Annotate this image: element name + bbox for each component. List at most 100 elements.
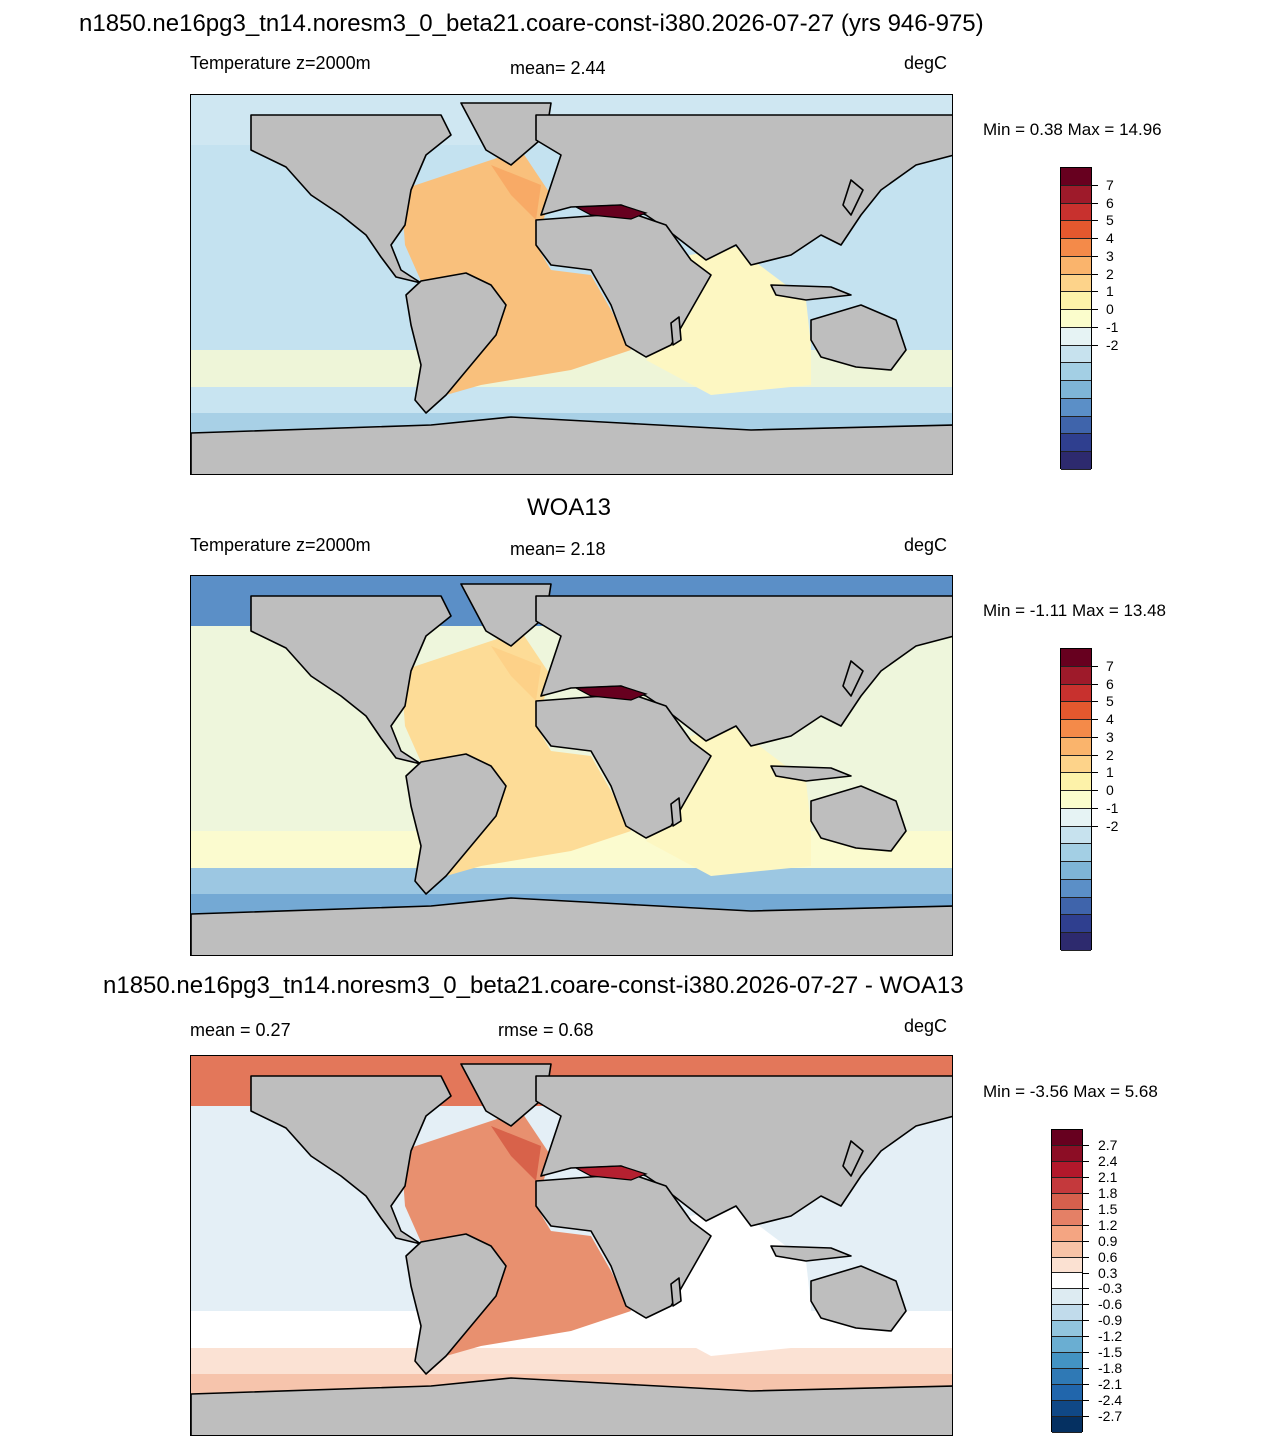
- colorbar-swatch: [1052, 1337, 1082, 1354]
- colorbar-tick: [1092, 238, 1098, 240]
- colorbar-tick: [1092, 719, 1098, 721]
- colorbar-label: -0.6: [1098, 1296, 1123, 1313]
- colorbar-tick: [1083, 1272, 1089, 1274]
- colorbar-swatch: [1052, 1369, 1082, 1385]
- colorbar-swatch: [1061, 239, 1091, 257]
- colorbar-tick: [1092, 754, 1098, 756]
- colorbar-label: -2.4: [1098, 1392, 1123, 1409]
- colorbar-swatch: [1061, 666, 1091, 685]
- panel3-mean-label: mean = 0.27: [190, 1020, 291, 1040]
- colorbar-tick: [1083, 1208, 1089, 1210]
- land-mass: [770, 1245, 852, 1262]
- colorbar-tick: [1083, 1304, 1089, 1306]
- colorbar-tick: [1092, 309, 1098, 311]
- land-mass: [810, 304, 907, 371]
- land-mass: [405, 753, 507, 895]
- colorbar-tick: [1083, 1352, 1089, 1354]
- colorbar-swatch: [1052, 1225, 1082, 1242]
- colorbar-swatch: [1061, 185, 1091, 204]
- panel1-map-svg: [191, 95, 952, 474]
- panel2-units: degC: [904, 535, 948, 555]
- colorbar-swatch: [1061, 702, 1091, 720]
- colorbar-swatch: [1061, 897, 1091, 916]
- colorbar-tick: [1083, 1160, 1089, 1162]
- colorbar-label: -2: [1106, 817, 1119, 834]
- colorbar-swatch: [1052, 1273, 1082, 1290]
- ocean-north-atlantic: [491, 165, 541, 220]
- ocean-north-atlantic: [491, 646, 541, 701]
- colorbar-label: 4: [1106, 711, 1114, 728]
- colorbar-swatch: [1061, 221, 1091, 239]
- land-mass: [460, 102, 552, 166]
- panel3-map-svg: [191, 1056, 952, 1435]
- colorbar-swatch: [1052, 1241, 1082, 1258]
- panel1-mean-label: mean= 2.44: [510, 58, 606, 78]
- panel3-units: degC: [904, 1016, 948, 1036]
- panel1-map: [190, 94, 953, 475]
- panel3-heading: n1850.ne16pg3_tn14.noresm3_0_beta21.coar…: [103, 972, 964, 999]
- colorbar-swatch: [1052, 1289, 1082, 1306]
- land-mass: [535, 114, 952, 266]
- colorbar-swatch: [1061, 684, 1091, 703]
- colorbar-tick: [1092, 273, 1098, 275]
- colorbar-tick: [1092, 291, 1098, 293]
- land-mass: [405, 1233, 507, 1375]
- colorbar-swatch: [1052, 1400, 1082, 1417]
- colorbar-label: 7: [1106, 176, 1114, 193]
- colorbar-swatch: [1052, 1257, 1082, 1274]
- colorbar-label: 1.2: [1098, 1216, 1118, 1233]
- colorbar-tick: [1092, 772, 1098, 774]
- panel2-map-svg: [191, 576, 952, 955]
- colorbar-swatch: [1061, 720, 1091, 738]
- colorbar-label: 5: [1106, 693, 1114, 710]
- land-mass: [191, 1377, 952, 1435]
- ocean-atlantic: [401, 1111, 631, 1356]
- colorbar-tick: [1092, 255, 1098, 257]
- colorbar-swatch: [1052, 1130, 1082, 1146]
- colorbar-label: 6: [1106, 194, 1114, 211]
- land-mass: [770, 765, 852, 782]
- colorbar-tick: [1092, 736, 1098, 738]
- colorbar-swatch: [1052, 1353, 1082, 1370]
- land-mass: [460, 583, 552, 647]
- colorbar-swatch: [1061, 791, 1091, 809]
- colorbar-swatch: [1061, 274, 1091, 293]
- colorbar-label: -2.7: [1098, 1408, 1123, 1425]
- mediterranean-sea: [573, 204, 648, 220]
- colorbar-label: 6: [1106, 675, 1114, 692]
- colorbar-swatch: [1052, 1145, 1082, 1162]
- colorbar-label: -0.9: [1098, 1312, 1123, 1329]
- colorbar-tick: [1083, 1416, 1089, 1418]
- colorbar-swatch: [1052, 1177, 1082, 1194]
- colorbar-tick: [1092, 665, 1098, 667]
- colorbar-label: 2.1: [1098, 1168, 1118, 1185]
- colorbar-swatch: [1061, 327, 1091, 346]
- panel2-colorbar: [1060, 648, 1092, 951]
- colorbar-label: 2.4: [1098, 1152, 1118, 1169]
- ocean-atlantic: [401, 150, 631, 395]
- panel1-minmax: Min = 0.38 Max = 14.96: [983, 120, 1162, 139]
- colorbar-tick: [1083, 1256, 1089, 1258]
- colorbar-swatch: [1061, 755, 1091, 774]
- colorbar-swatch: [1061, 452, 1091, 470]
- colorbar-swatch: [1052, 1321, 1082, 1338]
- land-mass: [670, 316, 682, 346]
- colorbar-swatch: [1061, 310, 1091, 328]
- colorbar-swatch: [1061, 915, 1091, 933]
- land-mass: [842, 1140, 864, 1177]
- panel2-heading: WOA13: [527, 494, 612, 521]
- colorbar-swatch: [1061, 345, 1091, 364]
- colorbar-swatch: [1061, 381, 1091, 399]
- ocean-south-band-2: [191, 868, 952, 896]
- land-mass: [810, 785, 907, 852]
- colorbar-label: 3: [1106, 247, 1114, 264]
- colorbar-label: 5: [1106, 212, 1114, 229]
- land-mass: [842, 179, 864, 216]
- colorbar-swatch: [1061, 879, 1091, 898]
- colorbar-label: -1: [1106, 318, 1119, 335]
- land-mass: [535, 1173, 712, 1319]
- colorbar-swatch: [1052, 1161, 1082, 1178]
- colorbar-tick: [1092, 220, 1098, 222]
- ocean-south-band-2: [191, 387, 952, 415]
- panel3-map: [190, 1055, 953, 1436]
